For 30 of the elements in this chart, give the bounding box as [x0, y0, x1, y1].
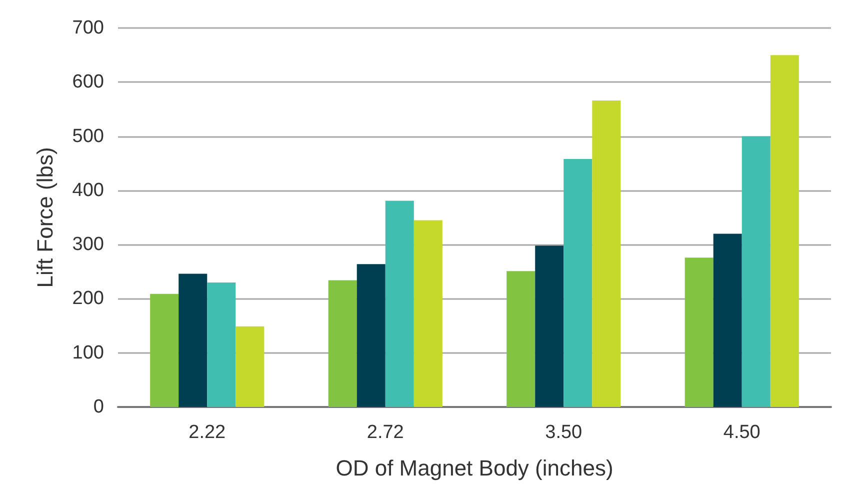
bar — [684, 258, 714, 407]
bar — [236, 326, 264, 407]
bar — [770, 55, 799, 407]
x-axis-title: OD of Magnet Body (inches) — [336, 456, 614, 480]
x-tick-label: 4.50 — [723, 422, 760, 443]
bar — [592, 100, 621, 407]
y-tick-label: 100 — [72, 342, 104, 364]
bar — [713, 234, 742, 407]
bar — [414, 220, 442, 407]
bar — [385, 200, 414, 407]
bar — [178, 274, 208, 407]
y-tick-label: 500 — [72, 126, 104, 147]
y-tick-label: 0 — [93, 396, 104, 418]
bar — [506, 271, 536, 407]
y-tick-label: 600 — [72, 72, 104, 93]
y-axis-title: Lift Force (lbs) — [32, 147, 58, 288]
bar — [328, 280, 357, 407]
bar — [207, 282, 236, 407]
bar — [535, 246, 564, 407]
bar — [356, 264, 386, 407]
bar — [564, 159, 592, 407]
bar — [150, 294, 179, 407]
x-tick-label: 2.72 — [366, 422, 404, 443]
y-tick-label: 200 — [72, 288, 104, 310]
y-tick-label: 400 — [72, 180, 104, 201]
x-tick-label: 3.50 — [545, 422, 582, 443]
bar — [742, 136, 770, 407]
y-tick-label: 300 — [72, 234, 104, 256]
y-tick-label: 700 — [72, 18, 104, 38]
x-tick-label: 2.22 — [188, 422, 226, 443]
